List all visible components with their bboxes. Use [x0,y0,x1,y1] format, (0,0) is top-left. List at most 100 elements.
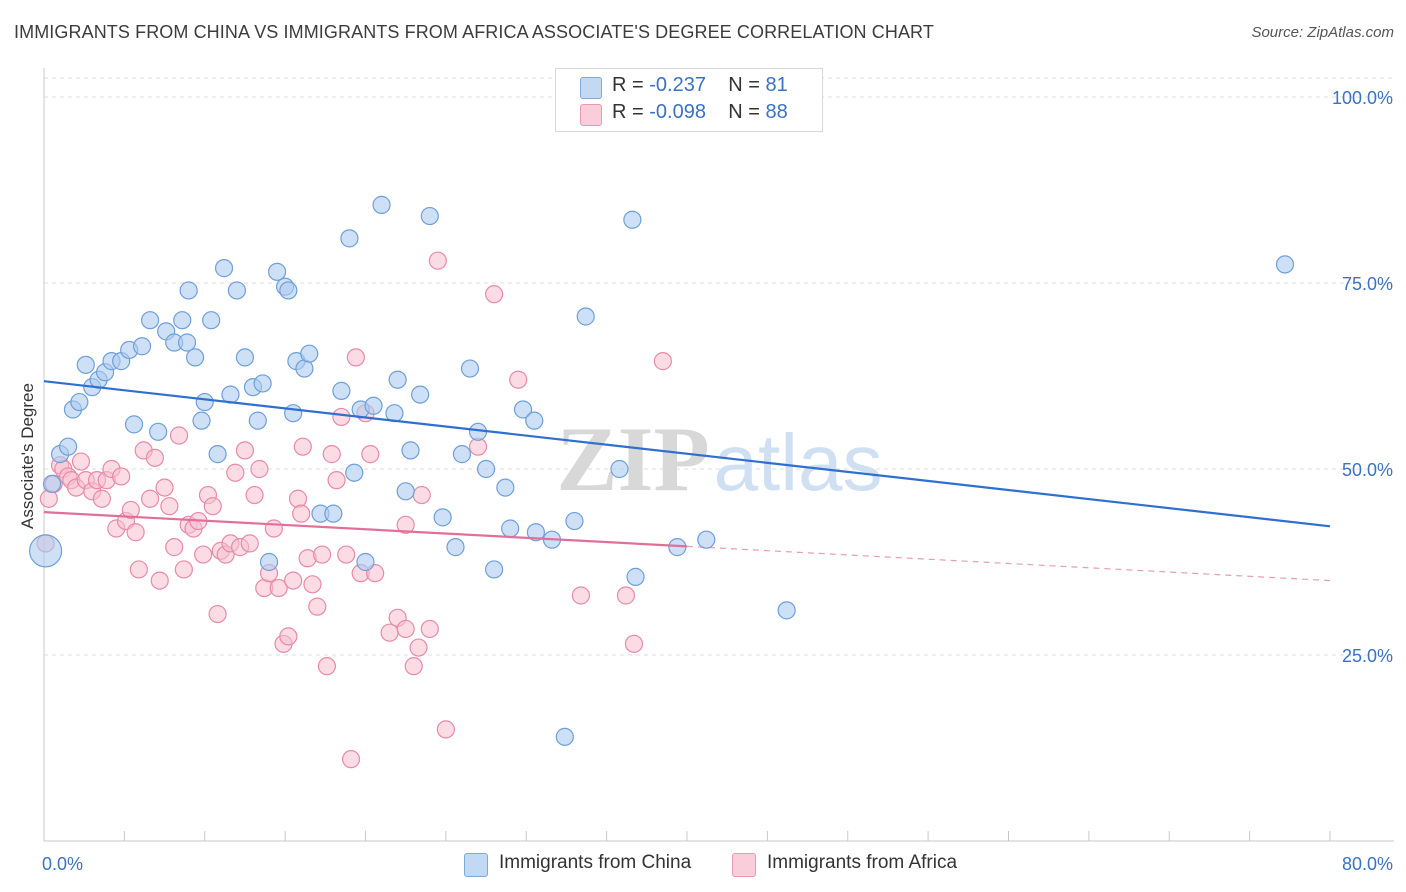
china-point [124,415,144,434]
china-point [332,381,351,400]
axis-labels: 25.0% 50.0% 75.0% 100.0% 0.0% 80.0% Associate'… [18,88,1393,874]
africa-point [226,463,245,482]
china-point [777,601,796,620]
china-point [149,422,168,441]
china-point [173,311,192,330]
china-point [433,508,452,527]
china-point [192,411,211,430]
watermark: ZIP atlas [556,408,882,510]
africa-point [165,538,184,557]
africa-point [208,604,227,624]
africa-point [312,545,332,564]
china-point [59,437,78,456]
africa-point [145,448,165,467]
africa-point [327,471,346,490]
africa-point [322,445,341,464]
africa-point [174,560,193,579]
china-point [267,262,287,281]
africa-trend-line-extension [686,545,1331,582]
china-point [300,344,319,363]
china-point [513,400,533,419]
trend-lines [43,380,1331,582]
china-point [235,348,255,367]
chart-title: IMMIGRANTS FROM CHINA VS IMMIGRANTS FROM… [14,22,934,42]
africa-point [245,485,264,505]
legend-swatch-africa [580,104,602,126]
africa-point [279,627,298,646]
africa-point [361,445,380,464]
legend-r-label-china: R = [612,74,644,96]
africa-point [140,489,160,508]
x-tick-label: 80.0% [1342,854,1393,874]
bottom-legend-label-china: Immigrants from China [499,852,692,873]
africa-point [71,452,91,471]
africa-point [240,534,259,553]
africa-trend-line [43,511,688,548]
africa-point [150,571,169,590]
china-point [526,523,545,542]
y-tick-label: 100.0% [1332,88,1393,108]
china-point [259,552,279,572]
africa-point [308,597,327,616]
china-point [452,445,472,464]
africa-point [160,497,179,516]
africa-point [292,504,311,523]
africa-point [436,720,455,739]
y-tick-label: 75.0% [1342,274,1393,294]
china-point [279,281,298,300]
africa-point [346,348,365,367]
africa-point [264,519,283,538]
gridlines [44,77,1394,656]
china-point [460,359,480,378]
china-point [401,441,420,460]
africa-point [653,352,672,371]
africa-point [288,489,308,508]
china-point [501,519,520,538]
africa-point [203,497,222,516]
legend-text-china: R = -0.237 N = 81 [612,74,788,97]
africa-point [409,638,428,657]
africa-point [284,571,303,590]
y-axis-label: Associate's Degree [18,383,37,529]
china-point [214,259,234,278]
china-point [29,534,63,568]
china-point [555,727,574,746]
china-point [525,411,544,430]
legend-r-value-china: -0.237 [649,74,706,96]
africa-point [194,545,213,564]
africa-point [92,489,111,508]
china-point [179,281,198,300]
y-tick-label: 25.0% [1342,646,1393,666]
china-point [132,337,152,356]
china-point [626,567,645,586]
bottom-legend-label-africa: Immigrants from Africa [767,852,958,873]
legend-swatch-china [580,77,602,99]
china-point [496,478,515,497]
china-point [140,311,160,330]
china-point [208,445,227,464]
china-point [411,385,430,404]
china-point [364,396,383,415]
china-point [70,392,89,412]
watermark-zip: ZIP [556,408,709,510]
africa-point [121,500,140,520]
legend-n-label-africa: N = [728,101,760,123]
china-point [340,229,359,248]
africa-point [412,485,431,505]
africa-point [341,750,361,769]
africa-point [337,545,356,564]
legend-r-label-africa: R = [612,101,644,123]
africa-point [155,478,174,497]
legend-r-value-africa: -0.098 [649,101,706,123]
africa-point [624,634,644,653]
africa-point [509,370,528,389]
africa-point [112,467,131,486]
china-point [697,530,716,549]
china-point [177,333,197,352]
china-point [284,404,303,423]
china-point [446,538,465,557]
africa-point [485,285,504,304]
china-point [576,307,595,326]
china-point [388,370,407,389]
